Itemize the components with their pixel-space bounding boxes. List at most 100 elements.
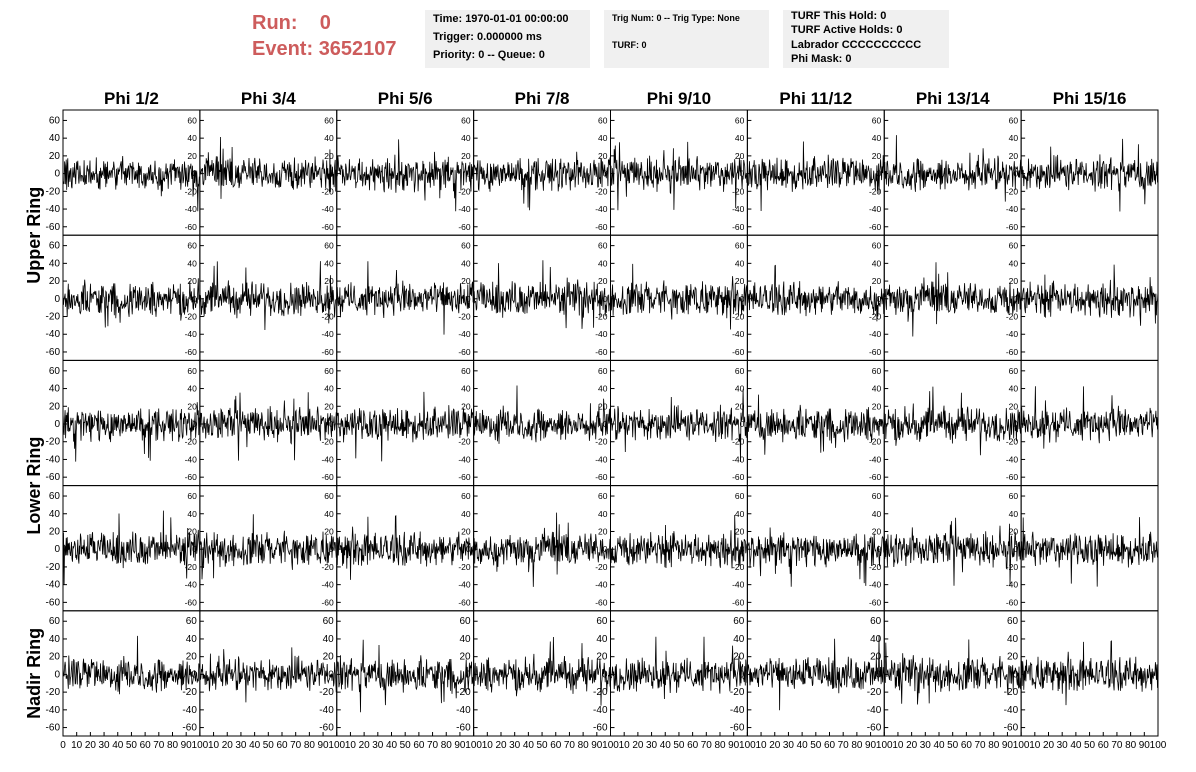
ytick-label-r2-c6--20: -20 [732, 312, 745, 322]
ytick-label-r2-c7-60: 60 [872, 241, 882, 251]
ytick-label-r3-c3-0: 0 [329, 419, 334, 429]
xtick-label-c8-30: 30 [1057, 740, 1069, 751]
ytick-label-r3-c3-40: 40 [324, 384, 334, 394]
ytick-label-r3-c3--40: -40 [321, 454, 334, 464]
waveform-trace-r1-c4 [473, 151, 611, 211]
ytick-label-r1-c1-0: 0 [54, 169, 60, 180]
ytick-label-r4-c4--60: -60 [458, 597, 471, 607]
waveform-trace-r4-c4 [473, 512, 611, 587]
ytick-label-r5-c6--20: -20 [730, 687, 745, 698]
ytick-label-r3-c7--60: -60 [869, 472, 882, 482]
waveform-trace-r1-c8 [1020, 138, 1159, 212]
ytick-label-r3-c2--20: -20 [185, 437, 198, 447]
ytick-label-r5-c4-20: 20 [460, 652, 472, 663]
ytick-label-r5-c1--40: -40 [46, 705, 61, 716]
ytick-label-r3-c8--40: -40 [1006, 454, 1019, 464]
ytick-label-r1-c7-0: 0 [877, 169, 882, 179]
ytick-label-r3-c6-20: 20 [735, 401, 745, 411]
ytick-label-r1-c4--20: -20 [458, 186, 471, 196]
ytick-label-r4-c5-20: 20 [598, 526, 608, 536]
ytick-label-r1-c4--40: -40 [458, 204, 471, 214]
ytick-label-r1-c8--20: -20 [1006, 186, 1019, 196]
waveform-trace-r4-c5 [610, 514, 748, 569]
xtick-label-c5-40: 40 [660, 740, 672, 751]
ytick-label-r4-c7-40: 40 [872, 509, 882, 519]
ytick-label-r1-c5-0: 0 [603, 169, 608, 179]
xtick-label-c3-80: 80 [441, 740, 453, 751]
xtick-label-c2-30: 30 [235, 740, 247, 751]
ytick-label-r4-c1-60: 60 [49, 491, 61, 502]
ytick-label-r1-c3-20: 20 [324, 151, 334, 161]
xtick-label-c6-70: 70 [838, 740, 850, 751]
waveform-trace-r1-c5 [610, 141, 748, 211]
ytick-label-r2-c2--60: -60 [185, 347, 198, 357]
xtick-label-c2-100: 100 [328, 740, 345, 751]
waveform-trace-r3-c6 [747, 394, 885, 455]
turf-info-panel: TURF This Hold: 0 TURF Active Holds: 0 L… [783, 10, 949, 68]
waveform-trace-r2-c8 [1020, 264, 1159, 326]
xtick-label-c6-90: 90 [865, 740, 877, 751]
ytick-label-r4-c4-40: 40 [461, 509, 471, 519]
ytick-label-r3-c2-40: 40 [187, 384, 197, 394]
xtick-label-c7-100: 100 [1013, 740, 1030, 751]
xtick-label-c4-100: 100 [602, 740, 619, 751]
xtick-label-c2-60: 60 [276, 740, 288, 751]
ytick-label-r1-c2-20: 20 [187, 151, 197, 161]
ytick-label-r1-c6-0: 0 [740, 169, 745, 179]
ytick-label-r4-c5-40: 40 [598, 509, 608, 519]
ytick-label-r1-c3-40: 40 [324, 133, 334, 143]
ytick-label-r1-c4-40: 40 [461, 133, 471, 143]
xtick-label-c1-0: 0 [60, 740, 66, 751]
waveform-trace-r5-c3 [336, 639, 474, 713]
row-label-3: Nadir Ring [24, 628, 44, 719]
column-header-1: Phi 1/2 [104, 89, 159, 108]
waveform-trace-r5-c5 [610, 636, 748, 700]
ytick-label-r2-c3-20: 20 [324, 276, 334, 286]
ytick-label-r5-c7-40: 40 [870, 634, 882, 645]
column-header-8: Phi 15/16 [1053, 89, 1127, 108]
turf-line: TURF: 0 [612, 40, 647, 50]
ytick-label-r5-c6--60: -60 [730, 723, 745, 734]
xtick-label-c2-20: 20 [222, 740, 234, 751]
waveform-trace-r3-c3 [336, 391, 474, 462]
ytick-label-r1-c4--60: -60 [458, 222, 471, 232]
ytick-label-r3-c6--20: -20 [732, 437, 745, 447]
column-header-3: Phi 5/6 [378, 89, 433, 108]
ytick-label-r4-c2--20: -20 [185, 562, 198, 572]
waveform-trace-r3-c5 [610, 389, 748, 462]
ytick-label-r4-c5--60: -60 [595, 597, 608, 607]
ytick-label-r4-c4--40: -40 [458, 580, 471, 590]
ytick-label-r1-c7--20: -20 [869, 186, 882, 196]
ytick-label-r5-c5-20: 20 [596, 652, 608, 663]
ytick-label-r4-c4--20: -20 [458, 562, 471, 572]
ytick-label-r5-c2--60: -60 [182, 723, 197, 734]
xtick-label-c2-80: 80 [304, 740, 316, 751]
waveform-trace-r2-c5 [610, 263, 748, 330]
ytick-label-r2-c1--40: -40 [46, 329, 61, 340]
ytick-label-r5-c4-40: 40 [460, 634, 472, 645]
ytick-label-r2-c2-20: 20 [187, 276, 197, 286]
waveform-trace-r4-c7 [883, 517, 1022, 586]
ytick-label-r4-c5--20: -20 [595, 562, 608, 572]
ytick-label-r3-c7--40: -40 [869, 454, 882, 464]
xtick-label-c7-80: 80 [988, 740, 1000, 751]
ytick-label-r3-c1--40: -40 [46, 454, 61, 465]
ytick-label-r3-c5-0: 0 [603, 419, 608, 429]
ytick-label-r1-c6-60: 60 [735, 115, 745, 125]
ytick-label-r3-c1--20: -20 [46, 437, 61, 448]
ytick-label-r4-c2-40: 40 [187, 509, 197, 519]
ytick-label-r1-c1-40: 40 [49, 133, 61, 144]
xtick-label-c3-20: 20 [359, 740, 371, 751]
xtick-label-c6-50: 50 [810, 740, 822, 751]
ytick-label-r1-c4-20: 20 [461, 151, 471, 161]
ytick-label-r5-c1-0: 0 [54, 669, 60, 680]
ytick-label-r4-c6-20: 20 [735, 526, 745, 536]
time-info-panel: Time: 1970-01-01 00:00:00 Trigger: 0.000… [425, 10, 590, 68]
xtick-label-c3-50: 50 [400, 740, 412, 751]
ytick-label-r5-c5--40: -40 [593, 705, 608, 716]
ytick-label-r4-c2-20: 20 [187, 526, 197, 536]
ytick-label-r2-c1-60: 60 [49, 241, 61, 252]
ytick-label-r3-c2-0: 0 [192, 419, 197, 429]
ytick-label-r1-c1-20: 20 [49, 151, 61, 162]
ytick-label-r4-c8--40: -40 [1006, 580, 1019, 590]
